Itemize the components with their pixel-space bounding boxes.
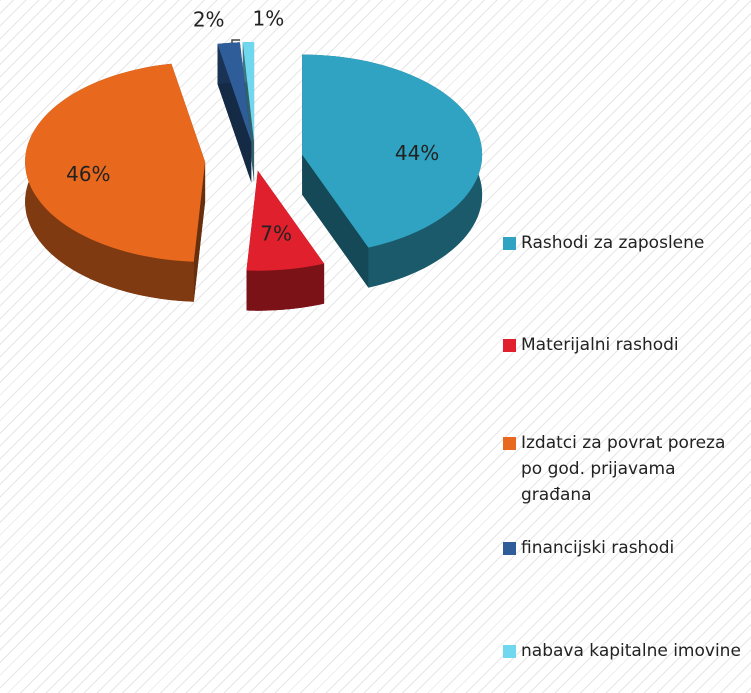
data-label: 2% xyxy=(193,7,225,31)
legend-item: Izdatci za povrat poreza po god. prijava… xyxy=(503,430,751,508)
legend-swatch xyxy=(503,237,516,250)
slice-side xyxy=(302,154,369,288)
legend-swatch xyxy=(503,339,516,352)
legend-swatch xyxy=(503,645,516,658)
data-label: 1% xyxy=(253,7,285,31)
legend-item: Materijalni rashodi xyxy=(503,332,751,358)
legend-label: Rashodi za zaposlene xyxy=(521,233,705,253)
legend-label: Materijalni rashodi xyxy=(521,335,679,355)
legend-swatch xyxy=(503,542,516,555)
slice-side xyxy=(193,161,206,302)
legend-label: Izdatci za povrat poreza po god. prijava… xyxy=(521,433,726,505)
slice-wall xyxy=(246,263,325,311)
data-label: 46% xyxy=(66,162,110,186)
slice xyxy=(217,42,252,143)
legend-item: Rashodi za zaposlene xyxy=(503,230,751,256)
slice xyxy=(246,170,325,271)
legend-item: nabava kapitalne imovine xyxy=(503,638,751,664)
slice xyxy=(25,63,206,262)
legend-item: financijski rashodi xyxy=(503,535,751,561)
slice xyxy=(302,54,483,248)
legend-label: financijski rashodi xyxy=(521,538,675,558)
data-label: 7% xyxy=(260,221,292,245)
data-label: 44% xyxy=(395,141,439,165)
legend-swatch xyxy=(503,437,516,450)
slice xyxy=(242,42,255,143)
legend-label: nabava kapitalne imovine xyxy=(521,641,741,661)
